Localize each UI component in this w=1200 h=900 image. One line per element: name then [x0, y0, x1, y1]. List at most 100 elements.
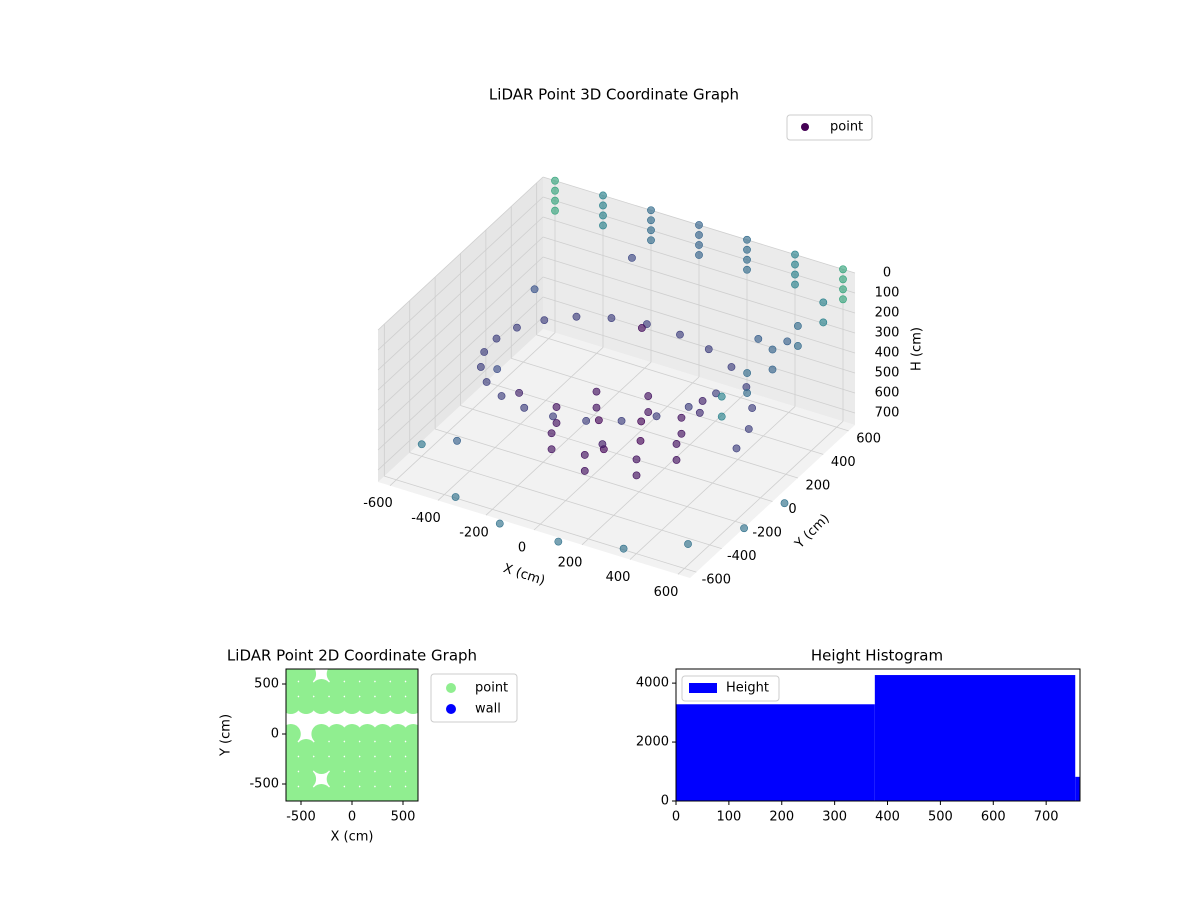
axes-frame — [675, 668, 1081, 802]
point — [326, 669, 347, 684]
point — [296, 669, 317, 684]
point — [695, 241, 703, 249]
x-tick-label: 300 — [822, 810, 847, 825]
x-tick-label: -400 — [411, 511, 441, 526]
point — [453, 436, 461, 445]
grid-line — [377, 176, 544, 331]
point — [403, 769, 418, 789]
point — [342, 694, 362, 714]
point — [342, 754, 362, 774]
point — [357, 769, 378, 789]
grid-line — [542, 236, 856, 334]
point — [791, 280, 799, 289]
point — [326, 754, 347, 774]
point — [387, 724, 408, 744]
point — [476, 363, 485, 371]
point — [372, 769, 393, 789]
point — [286, 694, 301, 714]
point — [743, 235, 751, 244]
point — [768, 365, 777, 374]
point — [296, 754, 317, 774]
point — [632, 471, 641, 480]
point — [552, 419, 561, 427]
bar — [676, 704, 875, 801]
point — [342, 739, 362, 759]
point — [754, 335, 763, 343]
point — [549, 412, 557, 421]
grid-line — [542, 296, 856, 394]
point — [791, 260, 799, 269]
z-tick-label: 0 — [883, 266, 891, 281]
point — [387, 769, 408, 789]
point — [372, 679, 393, 699]
point — [547, 429, 556, 438]
point — [582, 416, 591, 425]
point — [652, 412, 661, 421]
point — [607, 314, 616, 322]
point — [695, 251, 703, 259]
z-tick-label: 300 — [875, 326, 900, 341]
legend-label: wall — [475, 702, 501, 717]
point — [311, 754, 332, 774]
point — [554, 537, 563, 546]
grid-line — [384, 475, 697, 573]
point — [599, 191, 607, 200]
point — [732, 444, 741, 453]
point — [791, 250, 799, 259]
y-axis-label: Y (cm) — [219, 714, 234, 757]
grid-line — [377, 256, 544, 411]
point — [372, 724, 393, 744]
point — [493, 365, 502, 374]
point — [530, 285, 539, 294]
point — [342, 784, 362, 801]
plot-2d: point wall -500 0 500 -500 0 500 X (cm) Y (cm) — [219, 668, 518, 845]
point — [286, 739, 301, 759]
x-tick-label: 400 — [606, 570, 631, 585]
point — [743, 245, 751, 254]
grid-line — [542, 256, 856, 354]
point — [547, 445, 556, 454]
point — [780, 499, 789, 508]
chart-title: Height Histogram — [811, 647, 943, 665]
point — [637, 417, 646, 426]
point — [326, 679, 347, 699]
point — [743, 389, 752, 397]
point — [497, 392, 506, 400]
grid-line — [542, 316, 856, 414]
point — [492, 334, 501, 343]
point — [387, 679, 408, 699]
point — [357, 724, 378, 744]
grid-line — [485, 381, 799, 479]
point — [326, 784, 347, 801]
point — [740, 524, 748, 533]
point — [647, 236, 655, 245]
point — [372, 669, 393, 684]
y-tick-label: 0 — [788, 502, 796, 517]
points — [417, 176, 847, 553]
legend-label: point — [475, 681, 508, 696]
chart-title: LiDAR Point 2D Coordinate Graph — [227, 647, 477, 665]
point — [717, 412, 726, 421]
x-tick-label: 100 — [716, 810, 741, 825]
point — [357, 754, 378, 774]
legend-box — [786, 114, 873, 141]
point — [644, 392, 653, 400]
point — [839, 265, 847, 274]
point — [552, 403, 561, 411]
z-tick-label: 600 — [875, 386, 900, 401]
point — [357, 679, 378, 699]
y-tick-label: -200 — [752, 526, 782, 541]
point — [676, 330, 684, 339]
point — [296, 784, 317, 801]
point — [791, 270, 799, 279]
point — [819, 318, 828, 327]
legend-marker — [801, 123, 809, 131]
x-tick-label: 400 — [875, 810, 900, 825]
point — [628, 253, 636, 262]
grid-line — [536, 334, 849, 432]
point — [403, 724, 418, 744]
point — [403, 754, 418, 774]
points — [286, 669, 418, 801]
x-tick-label: 600 — [654, 585, 679, 600]
y-tick-label: -400 — [727, 549, 757, 564]
